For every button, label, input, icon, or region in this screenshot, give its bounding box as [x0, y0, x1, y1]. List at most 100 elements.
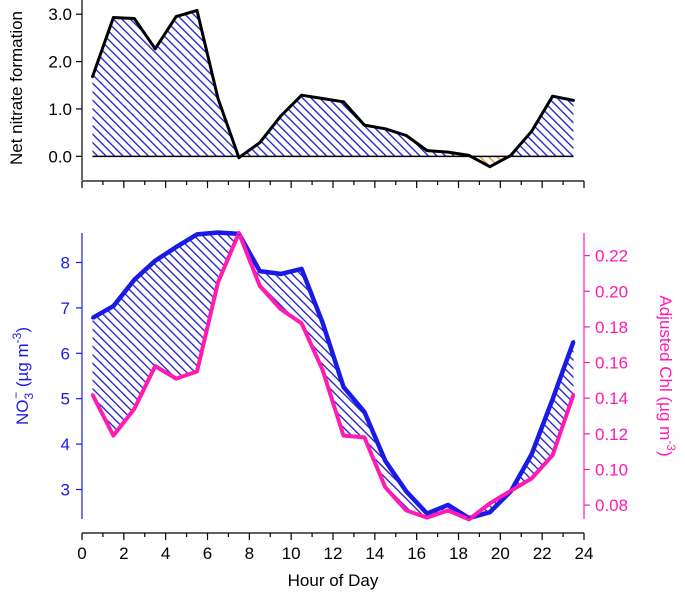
no3-point: [488, 510, 492, 514]
right-y-tick-label: 0.12: [595, 425, 628, 444]
left-label-main: NO: [13, 400, 32, 426]
no3-point: [174, 245, 178, 249]
chl-point: [174, 377, 178, 381]
bottom-x-ticks: 0 2 4 6 8 10 12 14 16 18 20 22 24: [77, 533, 593, 563]
chl-point: [383, 485, 387, 489]
top-y-tick-label: 2.0: [48, 53, 72, 72]
no3-chl-difference-area: [92, 232, 574, 520]
net-nitrate-point: [342, 100, 345, 104]
net-nitrate-point: [174, 15, 178, 18]
top-area-positive: [92, 10, 574, 157]
chl-point: [321, 368, 324, 372]
no3-point: [425, 512, 429, 516]
net-nitrate-point: [446, 150, 450, 154]
no3-point: [342, 385, 345, 389]
net-nitrate-point: [237, 156, 241, 160]
no3-point: [572, 340, 575, 343]
right-y-tick-label: 0.22: [595, 247, 628, 266]
bottom-x-tick-label: 8: [245, 544, 254, 563]
no3-point: [195, 232, 199, 236]
left-y-tick-label: 6: [61, 344, 70, 363]
bottom-x-tick-label: 16: [407, 544, 426, 563]
net-nitrate-point: [363, 123, 366, 127]
left-y-tick-label: 5: [61, 390, 70, 409]
bottom-x-tick-label: 12: [324, 544, 343, 563]
no3-point: [321, 320, 324, 324]
left-y-tick-label: 7: [61, 299, 70, 318]
net-nitrate-point: [572, 99, 575, 102]
right-y-tick-label: 0.16: [595, 354, 628, 373]
top-area-negative: [238, 156, 510, 167]
chl-point: [111, 434, 115, 438]
no3-point: [300, 267, 304, 271]
chl-point: [132, 407, 136, 411]
chl-point: [446, 508, 450, 512]
left-y-tick-label: 4: [61, 435, 70, 454]
bottom-x-tick-label: 24: [575, 544, 594, 563]
net-nitrate-point: [112, 16, 115, 19]
net-nitrate-point: [300, 93, 303, 97]
net-nitrate-point: [404, 134, 408, 137]
chl-point: [153, 364, 157, 368]
no3-point: [404, 489, 408, 493]
no3-point: [530, 452, 534, 456]
bottom-x-tick-label: 18: [449, 544, 468, 563]
chl-point: [237, 231, 241, 235]
chl-point: [258, 284, 262, 288]
right-y-tick-label: 0.10: [595, 460, 628, 479]
left-y-tick-label: 3: [61, 480, 70, 499]
chl-point: [425, 516, 429, 520]
top-chart: 0.0 1.0 2.0 3.0 Net nitrate formation: [7, 0, 585, 188]
no3-point: [132, 278, 136, 282]
top-y-ticks: 0.0 1.0 2.0 3.0: [48, 5, 82, 166]
chl-point: [572, 393, 575, 397]
left-y-axis-label: NO3− (µg m-3): [9, 327, 36, 425]
no3-series-line: [91, 230, 576, 521]
net-nitrate-point: [153, 47, 157, 51]
no3-point: [279, 272, 283, 276]
net-nitrate-point: [509, 154, 513, 157]
net-nitrate-point: [279, 114, 283, 118]
net-nitrate-point: [91, 75, 94, 79]
no3-point: [383, 459, 387, 463]
no3-point: [153, 259, 157, 263]
left-label-unit-prefix: (µg m: [13, 343, 32, 392]
left-label-sub: 3: [22, 393, 36, 400]
net-nitrate-point: [425, 149, 429, 153]
top-y-tick-label: 1.0: [48, 100, 72, 119]
no3-point: [362, 410, 366, 414]
no3-point: [216, 231, 220, 234]
top-x-ticks: [81, 181, 585, 188]
chl-point: [362, 435, 366, 439]
net-nitrate-point: [467, 154, 471, 157]
bottom-x-tick-label: 10: [282, 544, 301, 563]
left-y-ticks: 3 4 5 6 7 8: [61, 254, 82, 499]
chl-point: [216, 280, 220, 284]
bottom-x-tick-label: 14: [365, 544, 384, 563]
right-y-tick-label: 0.14: [595, 389, 628, 408]
chl-series-line: [90, 231, 576, 522]
right-label-sup: -3: [664, 440, 678, 451]
chl-point: [509, 489, 513, 493]
left-y-tick-label: 8: [61, 254, 70, 273]
no3-point: [91, 316, 94, 320]
chl-point: [404, 508, 408, 512]
top-y-tick-label: 0.0: [48, 147, 72, 166]
chl-point: [467, 517, 471, 521]
right-label-suffix: ): [656, 451, 675, 457]
right-y-ticks: 0.08 0.10 0.12 0.14 0.16 0.18 0.20 0.22: [584, 247, 628, 515]
net-nitrate-area-positive: [92, 10, 574, 157]
left-label-sup: −: [9, 392, 23, 399]
chl-point: [279, 307, 283, 311]
right-y-tick-label: 0.08: [595, 496, 628, 515]
top-y-axis-label: Net nitrate formation: [7, 11, 26, 165]
chl-point: [530, 476, 534, 480]
net-nitrate-point: [321, 97, 324, 100]
chl-points: [91, 231, 575, 521]
chl-point: [551, 453, 555, 457]
no3-point: [551, 397, 555, 401]
no3-point: [258, 269, 262, 273]
left-label-unit-suffix: ): [13, 327, 32, 333]
chl-point: [342, 434, 345, 438]
